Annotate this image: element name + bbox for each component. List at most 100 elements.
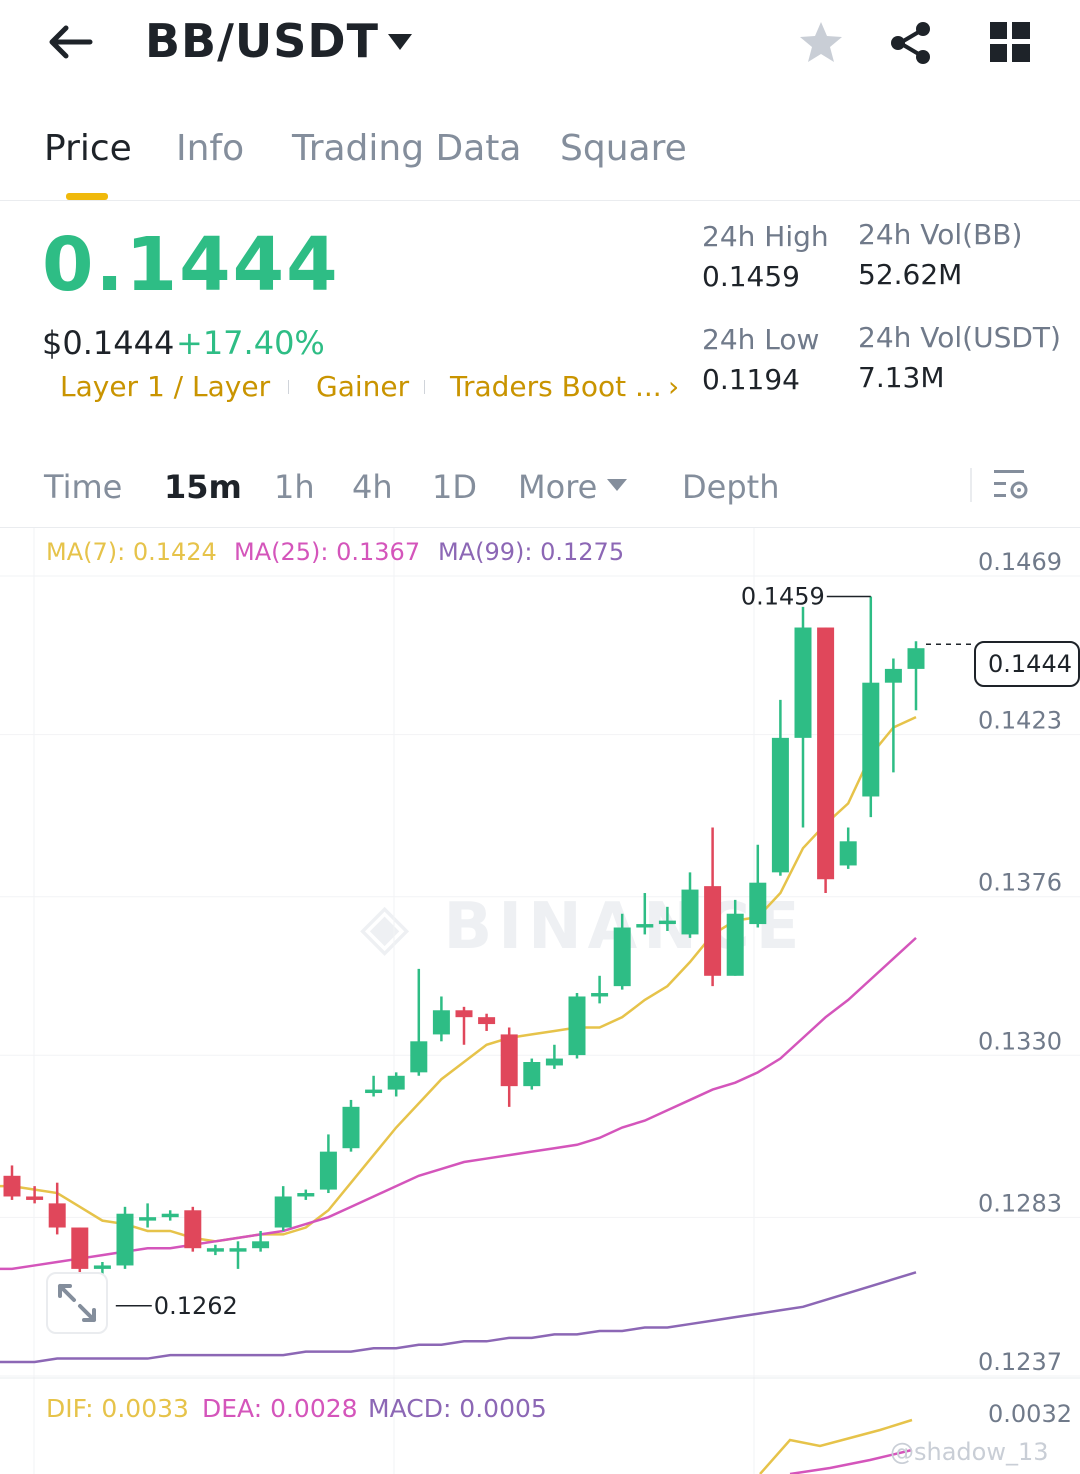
y-tick-label: 0.1376 bbox=[978, 869, 1062, 897]
ma25-legend: MA(25): 0.1367 bbox=[234, 538, 421, 566]
candle-body bbox=[591, 993, 609, 997]
caret-down-icon[interactable] bbox=[386, 32, 414, 52]
candle-body bbox=[297, 1193, 315, 1197]
tag-gainer[interactable]: Gainer bbox=[316, 370, 410, 403]
tag-separator bbox=[424, 380, 425, 394]
vol-base-value: 52.62M bbox=[858, 258, 963, 291]
candle-body bbox=[48, 1203, 66, 1228]
candle-body bbox=[229, 1248, 247, 1252]
tf-15m[interactable]: 15m bbox=[164, 468, 242, 506]
vol-base-label: 24h Vol(BB) bbox=[858, 218, 1023, 251]
candle-body bbox=[704, 886, 722, 976]
price-change-percent: +17.40% bbox=[176, 324, 325, 362]
candle-body bbox=[252, 1241, 270, 1249]
candle-body bbox=[726, 913, 744, 976]
chart-settings-icon[interactable] bbox=[994, 468, 1030, 502]
candle-body bbox=[545, 1058, 563, 1066]
high-value: 0.1459 bbox=[702, 260, 800, 293]
share-icon[interactable] bbox=[888, 20, 934, 66]
candle-body bbox=[794, 627, 812, 738]
tab-trading-data[interactable]: Trading Data bbox=[292, 128, 522, 169]
dea-line bbox=[789, 1448, 913, 1474]
y-tick-label: 0.1237 bbox=[978, 1348, 1062, 1376]
more-caret-down-icon[interactable] bbox=[606, 478, 628, 492]
tag-layer1[interactable]: Layer 1 / Layer bbox=[60, 370, 271, 403]
active-tab-indicator bbox=[66, 193, 108, 200]
candle-body bbox=[613, 927, 631, 987]
candle-body bbox=[161, 1213, 179, 1218]
tab-info[interactable]: Info bbox=[176, 128, 245, 169]
toolbar-bottom-divider bbox=[0, 527, 1080, 528]
toolbar-divider bbox=[970, 468, 972, 502]
dif-legend: DIF: 0.0033 bbox=[46, 1394, 189, 1423]
chevron-right-icon[interactable]: › bbox=[668, 370, 680, 403]
tf-1h[interactable]: 1h bbox=[274, 468, 315, 506]
candle-body bbox=[907, 648, 925, 669]
ma7-legend: MA(7): 0.1424 bbox=[46, 538, 217, 566]
header-divider bbox=[0, 200, 1080, 201]
candle-body bbox=[319, 1151, 337, 1190]
dea-legend: DEA: 0.0028 bbox=[202, 1394, 358, 1423]
candle-body bbox=[884, 668, 902, 683]
candle-body bbox=[658, 920, 676, 925]
user-watermark: @shadow_13 bbox=[890, 1438, 1049, 1466]
candle-body bbox=[478, 1017, 496, 1025]
trading-pair-title[interactable]: BB/USDT bbox=[145, 14, 379, 68]
back-arrow-icon[interactable] bbox=[44, 22, 94, 62]
candle-body bbox=[365, 1089, 383, 1094]
candle-body bbox=[749, 882, 767, 925]
candle-body bbox=[681, 889, 699, 935]
tab-price[interactable]: Price bbox=[44, 128, 132, 169]
last-price: 0.1444 bbox=[42, 222, 340, 308]
tf-4h[interactable]: 4h bbox=[352, 468, 393, 506]
ma99-legend: MA(99): 0.1275 bbox=[438, 538, 625, 566]
ma25-line bbox=[0, 936, 917, 1271]
candle-body bbox=[342, 1106, 360, 1149]
tf-1d[interactable]: 1D bbox=[432, 468, 477, 506]
candle-body bbox=[771, 737, 789, 873]
candle-body bbox=[862, 682, 880, 797]
candle-body bbox=[500, 1034, 518, 1087]
candle-body bbox=[3, 1175, 21, 1197]
usd-price: $0.1444 bbox=[42, 324, 175, 362]
last-price-tag-text: 0.1444 bbox=[988, 650, 1072, 678]
ma99-line bbox=[0, 1271, 917, 1364]
candle-body bbox=[139, 1217, 157, 1221]
y-tick-label: 0.1283 bbox=[978, 1189, 1062, 1217]
candle-body bbox=[184, 1210, 202, 1249]
tag-separator bbox=[288, 380, 289, 394]
tf-more[interactable]: More bbox=[518, 468, 598, 506]
tf-depth[interactable]: Depth bbox=[682, 468, 780, 506]
low-label: 24h Low bbox=[702, 323, 820, 356]
macd-axis-label: 0.0032 bbox=[988, 1400, 1072, 1428]
macd-legend: MACD: 0.0005 bbox=[368, 1394, 547, 1423]
y-tick-label: 0.1423 bbox=[978, 707, 1062, 735]
candle-body bbox=[26, 1196, 44, 1200]
vol-quote-label: 24h Vol(USDT) bbox=[858, 321, 1061, 354]
tag-traders-boot[interactable]: Traders Boot ... bbox=[450, 370, 662, 403]
dif-line bbox=[759, 1418, 913, 1474]
candle-body bbox=[410, 1041, 428, 1073]
tab-square[interactable]: Square bbox=[560, 128, 687, 169]
candle-body bbox=[93, 1265, 111, 1269]
candle-body bbox=[523, 1062, 541, 1087]
candle-body bbox=[116, 1213, 134, 1266]
high-label: 24h High bbox=[702, 220, 829, 253]
candle-body bbox=[206, 1248, 224, 1252]
candle-body bbox=[636, 924, 654, 928]
y-tick-label: 0.1330 bbox=[978, 1027, 1062, 1055]
candle-body bbox=[71, 1227, 89, 1269]
candle-body bbox=[274, 1196, 292, 1228]
candle-body bbox=[455, 1010, 473, 1018]
vol-quote-value: 7.13M bbox=[858, 361, 945, 394]
candle-body bbox=[817, 627, 835, 880]
last-price-tag bbox=[974, 641, 1080, 687]
candle-body bbox=[839, 841, 857, 866]
grid-icon[interactable] bbox=[990, 22, 1030, 62]
star-icon[interactable] bbox=[798, 20, 844, 64]
tf-time[interactable]: Time bbox=[44, 468, 123, 506]
expand-icon bbox=[58, 1284, 96, 1322]
y-tick-label: 0.1469 bbox=[978, 548, 1062, 576]
fullscreen-button[interactable] bbox=[46, 1272, 108, 1334]
